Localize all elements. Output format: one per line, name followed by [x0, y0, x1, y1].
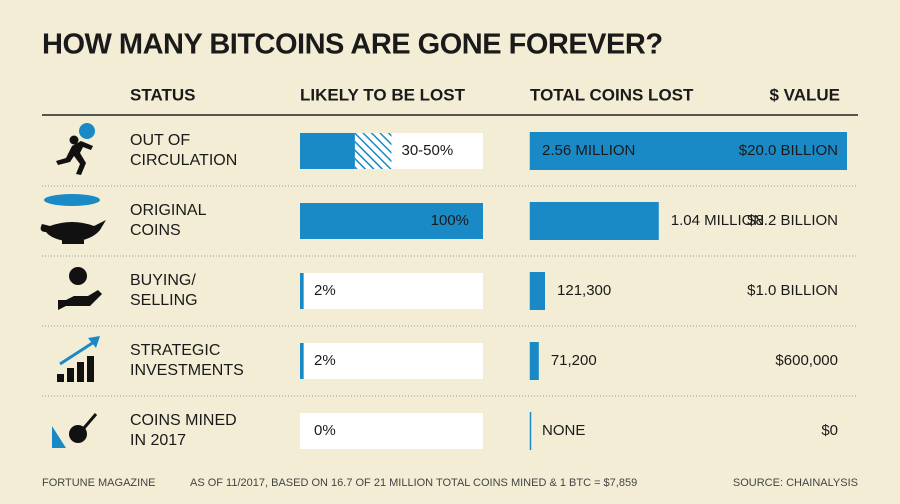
likely-bar: [300, 343, 304, 379]
likely-box: [300, 343, 483, 379]
status-label: BUYING/: [130, 272, 196, 289]
coins-bar: [530, 272, 546, 310]
footer: AS OF 11/2017, BASED ON 16.7 OF 21 MILLI…: [190, 477, 637, 489]
status-label: COINS: [130, 222, 181, 239]
likely-range-bar: [354, 133, 392, 169]
coins-label: 121,300: [557, 282, 611, 299]
likely-bar: [300, 273, 304, 309]
footer: SOURCE: CHAINALYSIS: [733, 477, 858, 489]
status-label: ORIGINAL: [130, 202, 207, 219]
likely-box: [300, 273, 483, 309]
dollar-label: $8.2 BILLION: [747, 212, 838, 229]
footer: FORTUNE MAGAZINE: [42, 477, 155, 489]
status-label: OUT OF: [130, 132, 190, 149]
coins-label: 2.56 MILLION: [542, 142, 635, 159]
status-label: SELLING: [130, 292, 198, 309]
coins-label: NONE: [542, 422, 585, 439]
likely-bar: [300, 203, 483, 239]
likely-label: 0%: [314, 422, 336, 439]
coins-label: 1.04 MILLION: [671, 212, 764, 229]
likely-label: 100%: [431, 212, 469, 229]
status-label: CIRCULATION: [130, 152, 237, 169]
dollar-label: $0: [821, 422, 838, 439]
coins-bar: [530, 342, 539, 380]
icons: [40, 123, 106, 448]
coins-bar: [530, 202, 659, 240]
status-label: STRATEGIC: [130, 342, 220, 359]
column-header: STATUS: [130, 85, 195, 104]
likely-label: 2%: [314, 282, 336, 299]
status-label: COINS MINED: [130, 412, 237, 429]
dollar-label: $600,000: [775, 352, 838, 369]
column-header: $ VALUE: [769, 85, 840, 104]
dollar-label: $1.0 BILLION: [747, 282, 838, 299]
status-label: IN 2017: [130, 432, 186, 449]
title: HOW MANY BITCOINS ARE GONE FOREVER?: [42, 29, 663, 61]
dollar-label: $20.0 BILLION: [739, 142, 838, 159]
likely-bar: [300, 133, 355, 169]
coins-bar: [530, 132, 847, 170]
column-header: LIKELY TO BE LOST: [300, 85, 466, 104]
status-label: INVESTMENTS: [130, 362, 244, 379]
likely-box: [300, 413, 483, 449]
coins-label: 71,200: [551, 352, 597, 369]
likely-label: 30-50%: [402, 142, 454, 159]
column-header: TOTAL COINS LOST: [530, 85, 694, 104]
likely-label: 2%: [314, 352, 336, 369]
